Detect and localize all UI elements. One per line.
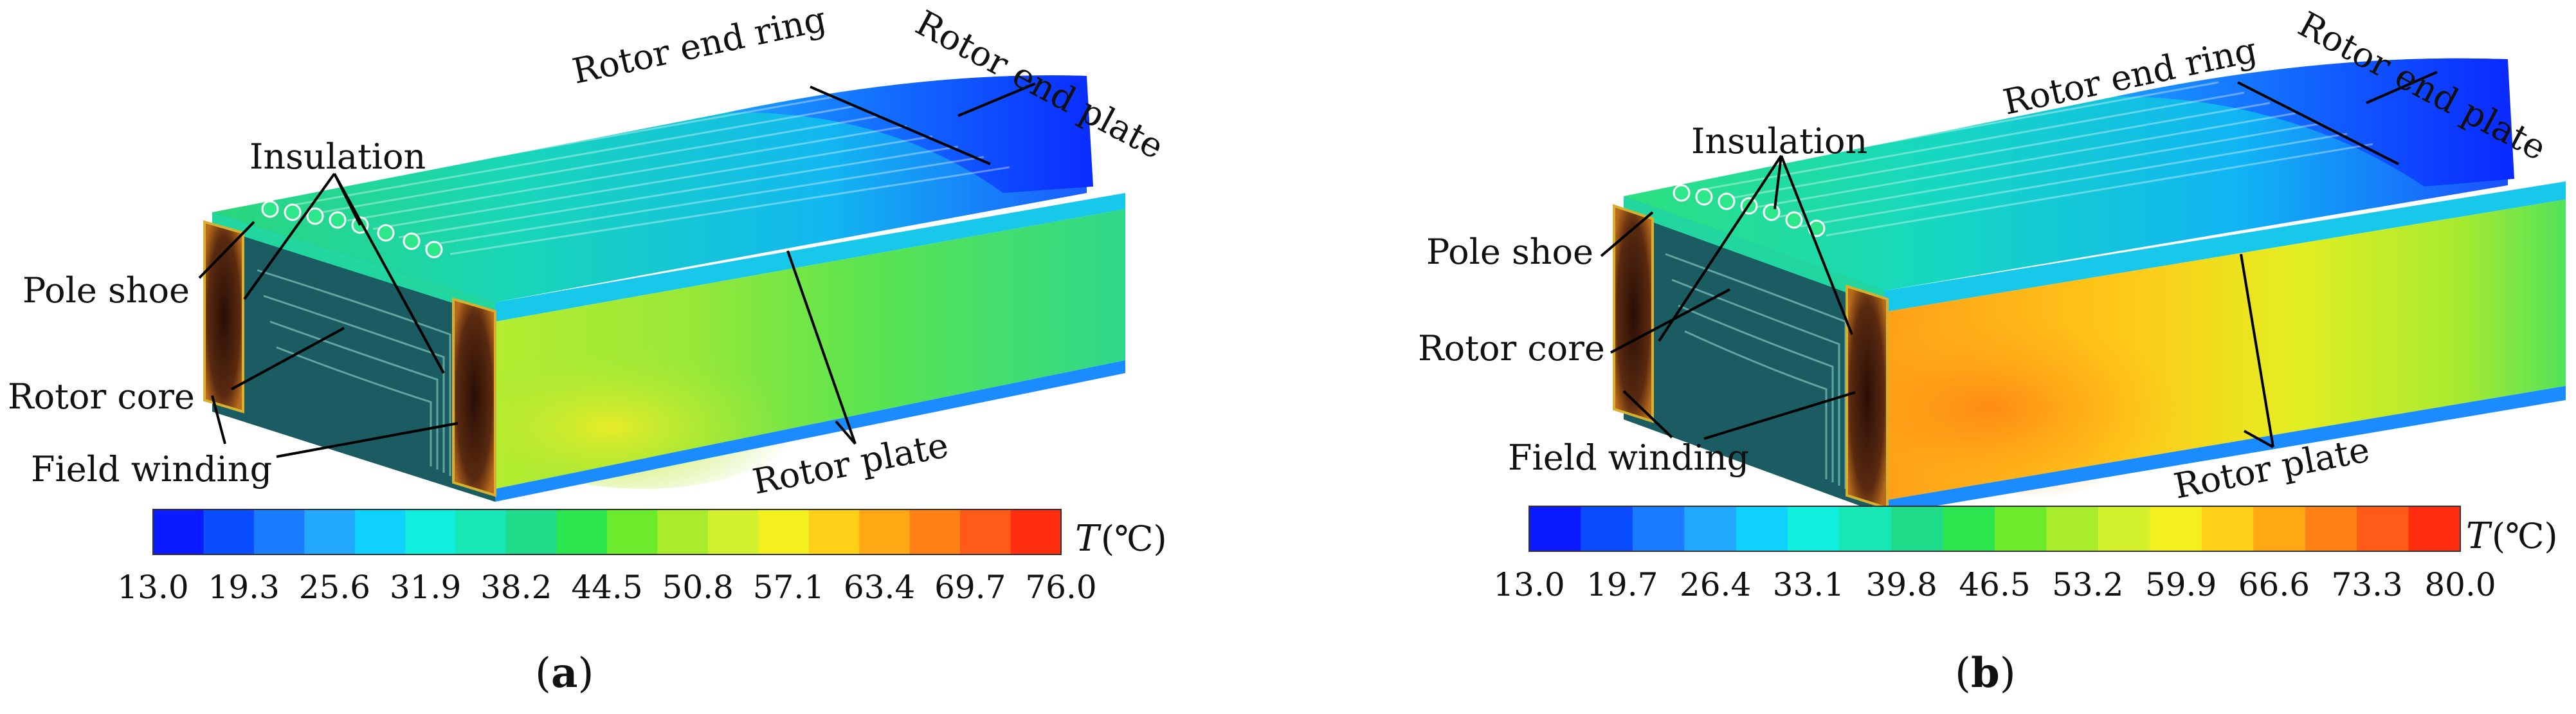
colorbar-tick-label: 73.3 (2332, 566, 2403, 603)
colorbar-tick-label: 69.7 (934, 569, 1006, 606)
colorbar-tick-label: 50.8 (662, 569, 734, 606)
colorbar-a: T (℃) 13.0 19.3 25.6 31.9 38.2 44.5 50.8 57.1 63… (117, 509, 1167, 606)
colorbar-swatch (657, 509, 709, 554)
colorbar-swatch (405, 509, 457, 554)
colorbar-tick-label: 46.5 (1959, 566, 2030, 603)
colorbar-tick-label: 53.2 (2052, 566, 2123, 603)
colorbar-swatch (1839, 506, 1892, 551)
colorbar-tick-label: 19.7 (1586, 566, 1658, 603)
colorbar-tick-label: 25.6 (299, 569, 370, 606)
colorbar-tick-label: 38.2 (480, 569, 552, 606)
colorbar-border (152, 509, 1062, 555)
colorbar-tick-label: 44.5 (571, 569, 642, 606)
colorbar-swatch (607, 509, 658, 554)
colorbar-swatch (354, 509, 406, 554)
colorbar-unit-b: (℃) (2492, 516, 2558, 556)
colorbar-swatch (2253, 506, 2306, 551)
colorbar-b: T (℃) 13.0 19.7 26.4 33.1 39.8 46.5 53.2 59.9 66… (1493, 506, 2558, 603)
colorbar-swatch (960, 509, 1011, 554)
colorbar-swatch (1581, 506, 1633, 551)
leader-lines-a (198, 82, 1036, 458)
colorbar-swatch (1943, 506, 1995, 551)
colorbar-swatch (455, 509, 507, 554)
colorbar-swatch (2150, 506, 2202, 551)
colorbar-tick-label: 13.0 (117, 569, 188, 606)
colorbar-ticks-b: 13.0 19.7 26.4 33.1 39.8 46.5 53.2 59.9 66.6 73.3… (1493, 566, 2496, 603)
label-rotor-core: Rotor core (1418, 328, 1605, 369)
colorbar-swatch (1736, 506, 1788, 551)
colorbar-swatch (2046, 506, 2099, 551)
colorbar-tick-label: 57.1 (753, 569, 824, 606)
rotor-model-b (1613, 58, 2566, 515)
label-pole-shoe: Pole shoe (23, 270, 190, 311)
colorbar-swatch (2305, 506, 2357, 551)
label-rotor-end-ring: Rotor end ring (569, 0, 830, 92)
colorbar-swatch (758, 509, 810, 554)
colorbar-tick-label: 33.1 (1773, 566, 1844, 603)
colorbar-swatch (1891, 506, 1944, 551)
label-pole-shoe: Pole shoe (1426, 232, 1593, 272)
colorbar-swatch (2201, 506, 2254, 551)
colorbar-swatch (506, 509, 558, 554)
colorbar-swatch (1995, 506, 2047, 551)
colorbar-ticks-a: 13.0 19.3 25.6 31.9 38.2 44.5 50.8 57.1 63.4 69.7… (117, 569, 1096, 606)
panel-b: Insulation Rotor end ring Rotor end plat… (1418, 4, 2566, 697)
colorbar-tick-label: 63.4 (844, 569, 915, 606)
colorbar-tick-label: 76.0 (1025, 569, 1096, 606)
colorbar-unit-symbol-b: T (2466, 515, 2492, 557)
colorbar-swatch (707, 509, 759, 554)
colorbar-swatch (2408, 506, 2461, 551)
colorbar-swatch (909, 509, 961, 554)
colorbar-unit-symbol-a: T (1075, 518, 1102, 560)
colorbar-swatch (859, 509, 911, 554)
colorbar-swatch (304, 509, 356, 554)
colorbar-swatch (1788, 506, 1840, 551)
colorbar-swatch (1632, 506, 1685, 551)
colorbar-swatch (203, 509, 255, 554)
colorbar-border (1528, 506, 2461, 552)
colorbar-swatch (1529, 506, 1582, 551)
caption-a: (a) (535, 649, 594, 697)
colorbar-swatch (1010, 509, 1062, 554)
colorbar-swatch (2357, 506, 2409, 551)
label-field-winding: Field winding (31, 449, 272, 490)
colorbar-swatch (2098, 506, 2150, 551)
label-field-winding: Field winding (1508, 437, 1749, 478)
colorbar-tick-label: 39.8 (1866, 566, 1937, 603)
colorbar-tick-label: 80.0 (2424, 566, 2496, 603)
colorbar-tick-label: 13.0 (1493, 566, 1565, 603)
colorbar-swatches-b (1528, 506, 2461, 552)
colorbar-tick-label: 26.4 (1680, 566, 1751, 603)
caption-b: (b) (1955, 649, 2016, 697)
colorbar-tick-label: 19.3 (208, 569, 280, 606)
colorbar-swatch (1684, 506, 1737, 551)
rotor-model-a (203, 75, 1125, 502)
colorbar-tick-label: 31.9 (390, 569, 461, 606)
colorbar-swatch (153, 509, 204, 554)
label-insulation: Insulation (249, 136, 426, 177)
colorbar-tick-label: 59.9 (2145, 566, 2217, 603)
colorbar-tick-label: 66.6 (2238, 566, 2310, 603)
colorbar-swatches-a (152, 509, 1062, 555)
leader-lines-b (1600, 71, 2438, 448)
colorbar-swatch (253, 509, 305, 554)
colorbar-unit-a: (℃) (1101, 518, 1167, 559)
label-rotor-core: Rotor core (8, 376, 195, 417)
colorbar-swatch (556, 509, 608, 554)
colorbar-swatch (808, 509, 860, 554)
label-insulation: Insulation (1691, 121, 1867, 161)
panel-a: Insulation Rotor end ring Rotor end plat… (8, 0, 1170, 697)
